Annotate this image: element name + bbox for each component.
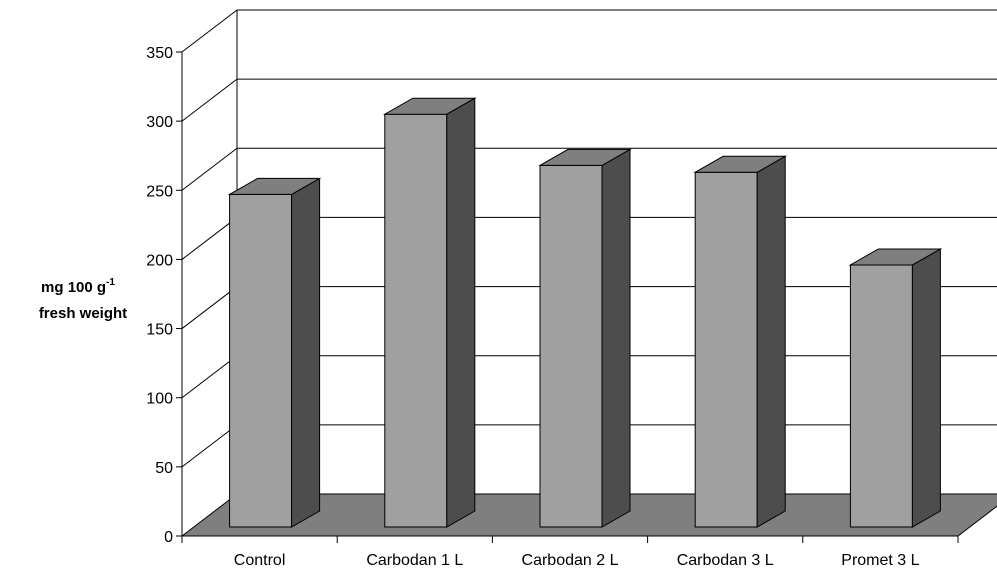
bar-side-face	[446, 97, 476, 528]
gridline-diagonal	[181, 424, 238, 468]
bar-side-face	[756, 155, 786, 528]
gridline-diagonal	[181, 9, 238, 53]
y-tick-label: 300	[146, 114, 173, 131]
y-axis-label-line1: mg 100 g-1	[41, 277, 115, 296]
y-axis-label-main: mg 100 g	[41, 279, 106, 296]
bar-front-face	[384, 113, 448, 528]
gridline-diagonal	[181, 217, 238, 260]
bar-front-face	[539, 164, 603, 528]
y-tick-label: 250	[146, 183, 173, 200]
x-tick-label: Carbodan 1 L	[366, 552, 463, 569]
bar-side-face	[911, 248, 941, 528]
bar	[848, 248, 943, 528]
bar-front-face	[694, 171, 758, 528]
bar-top-face	[227, 177, 322, 195]
y-tick-label: 100	[146, 391, 173, 408]
bar	[538, 148, 632, 528]
gridline-diagonal	[181, 355, 238, 399]
gridline-diagonal	[181, 78, 238, 122]
x-tick-label: Control	[234, 552, 286, 569]
y-tick-label: 350	[146, 45, 173, 62]
bar-top-face	[693, 155, 788, 173]
y-tick-label: 150	[146, 322, 173, 339]
bar-side-face	[601, 148, 631, 528]
bar-top-face	[382, 97, 477, 115]
bar	[693, 155, 788, 528]
bar-top-face	[538, 148, 632, 166]
bar-front-face	[849, 264, 913, 528]
x-tick-label: Promet 3 L	[841, 552, 919, 569]
y-axis-label-line2: fresh weight	[39, 305, 127, 322]
bar-front-face	[229, 193, 293, 528]
bar-top-face	[848, 248, 943, 266]
y-tick-label: 50	[155, 460, 173, 477]
x-tick-label: Carbodan 2 L	[522, 552, 619, 569]
x-tick-label: Carbodan 3 L	[677, 552, 774, 569]
bar	[227, 177, 322, 528]
gridline-diagonal	[181, 147, 238, 191]
y-tick-label: 200	[146, 252, 173, 269]
y-tick-label: 0	[164, 529, 173, 546]
chart-bars	[227, 97, 943, 528]
gridline-diagonal	[181, 286, 238, 329]
bar-side-face	[291, 177, 321, 528]
bar	[382, 97, 477, 528]
chart-labels: 0 50 100 150 200 250 300 350 Control Carbodan 1 L…	[146, 45, 919, 569]
y-axis-label-superscript: -1	[106, 277, 115, 288]
